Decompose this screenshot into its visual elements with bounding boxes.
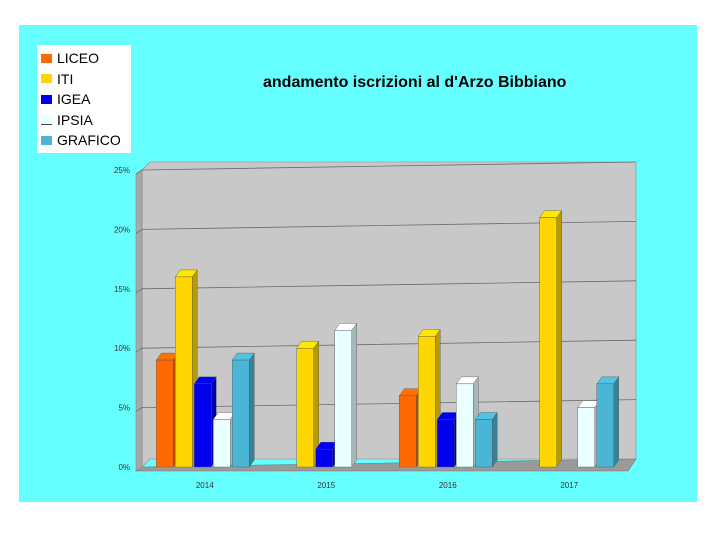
legend-swatch — [41, 135, 52, 145]
bar-front — [175, 276, 193, 468]
bar-iti-2015 — [296, 340, 320, 468]
x-tick-label: 2017 — [560, 481, 578, 490]
bar-front — [296, 348, 314, 468]
chart-legend: LICEO ITI IGEA IPSIA GRAFICO — [37, 45, 131, 153]
gridline — [135, 221, 637, 234]
bar-front — [232, 359, 250, 468]
bar-front — [399, 395, 417, 468]
bar-front — [334, 330, 352, 468]
plot-side-wall — [135, 169, 143, 472]
bar-igea-2014 — [193, 376, 217, 468]
bar-igea-2015 — [315, 441, 339, 468]
bar-side — [492, 411, 498, 468]
chart-title: andamento iscrizioni al d'Arzo Bibbiano — [263, 74, 567, 91]
legend-item-ipsia: IPSIA — [41, 110, 127, 131]
bar-side — [249, 352, 255, 468]
bar-side — [351, 322, 357, 468]
plot-floor — [135, 458, 637, 472]
bar-front — [194, 383, 212, 468]
bar-grafico-2014 — [231, 352, 255, 468]
legend-label: LICEO — [57, 50, 100, 67]
bar-front — [437, 419, 455, 468]
bar-front — [418, 336, 436, 468]
bar-grafico-2017 — [596, 376, 620, 468]
bar-front — [315, 448, 333, 468]
legend-label: GRAFICO — [57, 132, 121, 149]
legend-swatch — [41, 114, 52, 125]
bar-ipsia-2016 — [455, 376, 479, 468]
gridline — [135, 280, 637, 294]
legend-item-grafico: GRAFICO — [41, 130, 127, 151]
legend-swatch — [41, 94, 52, 104]
bar-front — [596, 383, 614, 468]
y-tick-label: 5% — [118, 404, 130, 413]
legend-label: ITI — [57, 70, 74, 87]
bar-igea-2016 — [436, 411, 460, 468]
bar-front — [213, 419, 231, 468]
y-tick-label: 20% — [114, 225, 130, 234]
bar-front — [456, 383, 474, 468]
y-tick-label: 10% — [114, 344, 130, 353]
x-tick-label: 2016 — [439, 481, 457, 490]
legend-item-liceo: LICEO — [41, 48, 127, 69]
bar-liceo-2016 — [398, 388, 422, 468]
bar-front — [539, 217, 557, 468]
legend-label: IGEA — [57, 91, 91, 108]
gridline — [135, 161, 637, 175]
bar-side — [613, 376, 619, 468]
gridline — [135, 339, 637, 353]
bar-ipsia-2017 — [577, 399, 601, 468]
x-tick-label: 2014 — [196, 481, 214, 490]
legend-item-igea: IGEA — [41, 89, 127, 110]
y-tick-label: 25% — [114, 166, 130, 175]
bar-liceo-2014 — [155, 352, 179, 468]
legend-swatch — [41, 53, 52, 63]
bar-grafico-2016 — [474, 411, 498, 468]
bar-iti-2014 — [174, 269, 198, 468]
bar-ipsia-2014 — [212, 411, 236, 468]
bar-front — [156, 359, 174, 468]
bar-front — [577, 407, 595, 468]
legend-label: IPSIA — [57, 111, 93, 128]
bar-side — [556, 209, 562, 468]
legend-swatch — [41, 74, 52, 84]
x-tick-label: 2015 — [317, 481, 335, 490]
y-tick-label: 15% — [114, 285, 130, 294]
bar-front — [475, 419, 493, 468]
bar-iti-2016 — [417, 328, 441, 468]
legend-item-iti: ITI — [41, 69, 127, 90]
y-tick-label: 0% — [118, 463, 130, 472]
bar-ipsia-2015 — [334, 322, 358, 468]
bar-iti-2017 — [539, 209, 563, 468]
